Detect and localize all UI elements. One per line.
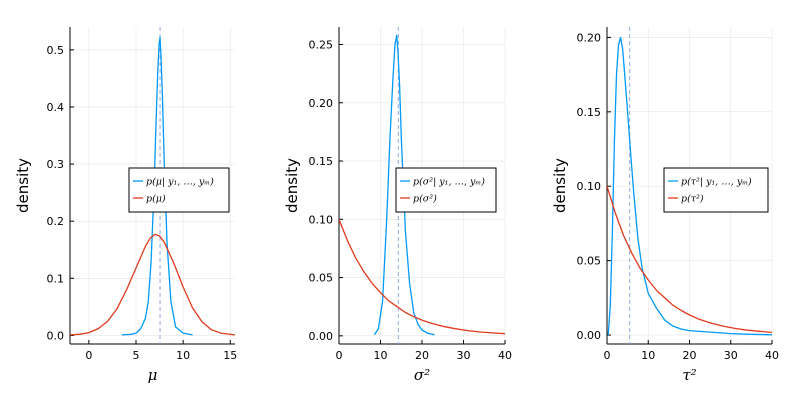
y-tick-label: 0.00 xyxy=(309,330,334,343)
y-tick-label: 0.5 xyxy=(47,44,65,57)
prior-density-line xyxy=(607,186,772,334)
y-tick-label: 0.2 xyxy=(47,215,65,228)
legend-label: p(σ²) xyxy=(413,194,437,205)
legend-label: p(μ| y₁, …, yₘ) xyxy=(146,177,214,188)
y-axis-label: density xyxy=(551,158,569,213)
x-tick-label: 30 xyxy=(724,349,738,362)
y-tick-label: 0.15 xyxy=(577,106,602,119)
y-tick-label: 0.00 xyxy=(577,329,602,342)
posterior-density-line xyxy=(373,34,435,336)
legend: p(μ| y₁, …, yₘ) p(μ) xyxy=(128,167,230,213)
x-tick-label: 5 xyxy=(133,349,140,362)
y-tick-label: 0.4 xyxy=(47,101,65,114)
legend-box xyxy=(663,167,769,213)
x-tick-label: 10 xyxy=(176,349,190,362)
legend-box xyxy=(395,167,497,213)
y-axis-label: density xyxy=(14,158,32,213)
legend-label: p(σ²| y₁, …, yₘ) xyxy=(413,177,485,188)
chart-panel-3: 0 10 20 30 40 0.00 0.05 0.10 0.15 0.20 τ² density p(… xyxy=(551,27,779,384)
legend: p(τ²| y₁, …, yₘ) p(τ²) xyxy=(663,167,769,213)
prior-density-line xyxy=(339,219,505,335)
x-tick-label: 15 xyxy=(223,349,237,362)
x-axis-label: τ² xyxy=(682,366,696,384)
y-tick-label: 0.15 xyxy=(309,155,334,168)
x-tick-label: 0 xyxy=(85,349,92,362)
y-tick-label: 0.25 xyxy=(309,38,334,51)
x-tick-label: 0 xyxy=(604,349,611,362)
posterior-density-line xyxy=(121,36,193,336)
y-axis-label: density xyxy=(283,158,301,213)
y-tick-label: 0.10 xyxy=(309,213,334,226)
y-tick-label: 0.05 xyxy=(309,272,334,285)
legend-box xyxy=(128,167,230,213)
x-tick-label: 20 xyxy=(415,349,429,362)
legend-label: p(μ) xyxy=(146,194,166,205)
y-tick-label: 0.0 xyxy=(47,329,65,342)
y-tick-label: 0.20 xyxy=(309,97,334,110)
y-tick-label: 0.1 xyxy=(47,272,65,285)
x-tick-label: 40 xyxy=(765,349,779,362)
x-tick-label: 0 xyxy=(336,349,343,362)
posterior-density-line xyxy=(607,36,772,336)
y-tick-label: 0.20 xyxy=(577,31,602,44)
y-tick-label: 0.3 xyxy=(47,158,65,171)
chart-panel-1: 0 5 10 15 0.0 0.1 0.2 0.3 0.4 0.5 μ density p(μ| y₁,… xyxy=(14,27,237,384)
x-tick-label: 10 xyxy=(374,349,388,362)
y-tick-label: 0.10 xyxy=(577,180,602,193)
x-axis-label: σ² xyxy=(414,366,430,384)
legend-label: p(τ²) xyxy=(681,194,704,205)
prior-density-line xyxy=(70,233,235,336)
x-tick-label: 10 xyxy=(641,349,655,362)
x-tick-label: 40 xyxy=(498,349,512,362)
chart-panel-2: 0 10 20 30 40 0.00 0.05 0.10 0.15 0.20 0.25 σ² densi… xyxy=(283,27,512,384)
legend-label: p(τ²| y₁, …, yₘ) xyxy=(681,177,752,188)
x-tick-label: 20 xyxy=(683,349,697,362)
x-tick-label: 30 xyxy=(457,349,471,362)
legend: p(σ²| y₁, …, yₘ) p(σ²) xyxy=(395,167,497,213)
y-tick-label: 0.05 xyxy=(577,255,602,268)
x-axis-label: μ xyxy=(148,366,158,384)
